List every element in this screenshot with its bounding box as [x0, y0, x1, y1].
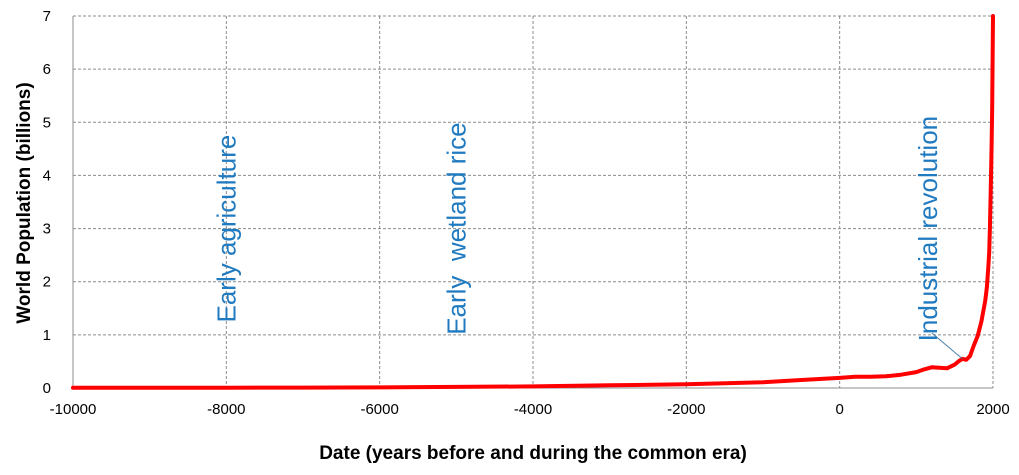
- x-tick-label: -6000: [360, 401, 398, 418]
- y-tick-label: 3: [43, 221, 51, 238]
- y-axis-title: World Population (billions): [14, 82, 35, 323]
- series: [71, 14, 995, 390]
- annotations: Early agriculture Early wetland rice Indus…: [211, 116, 963, 360]
- y-tick-label: 5: [43, 114, 51, 131]
- x-axis-title: Date (years before and during the common…: [319, 443, 747, 464]
- x-tick-label: -10000: [50, 401, 97, 418]
- population-line: [71, 14, 995, 390]
- x-tick-label: -2000: [667, 401, 705, 418]
- y-tick-label: 7: [43, 8, 51, 25]
- y-tick-label: 1: [43, 327, 51, 344]
- x-tick-label: 0: [835, 401, 843, 418]
- y-tick-label: 2: [43, 274, 51, 291]
- grid: [72, 15, 994, 388]
- annotation-label: Industrial revolution: [913, 116, 943, 341]
- x-tick-label: -8000: [207, 401, 245, 418]
- x-tick-label: -4000: [514, 401, 552, 418]
- x-tick-label: 2000: [976, 401, 1009, 418]
- annotation-pointer: [931, 332, 963, 360]
- y-tick-label: 6: [43, 61, 51, 78]
- annotation-label: Early wetland rice: [441, 122, 471, 334]
- annotation-label: Early agriculture: [211, 135, 241, 323]
- y-tick-label: 4: [43, 167, 51, 184]
- y-tick-label: 0: [43, 380, 51, 397]
